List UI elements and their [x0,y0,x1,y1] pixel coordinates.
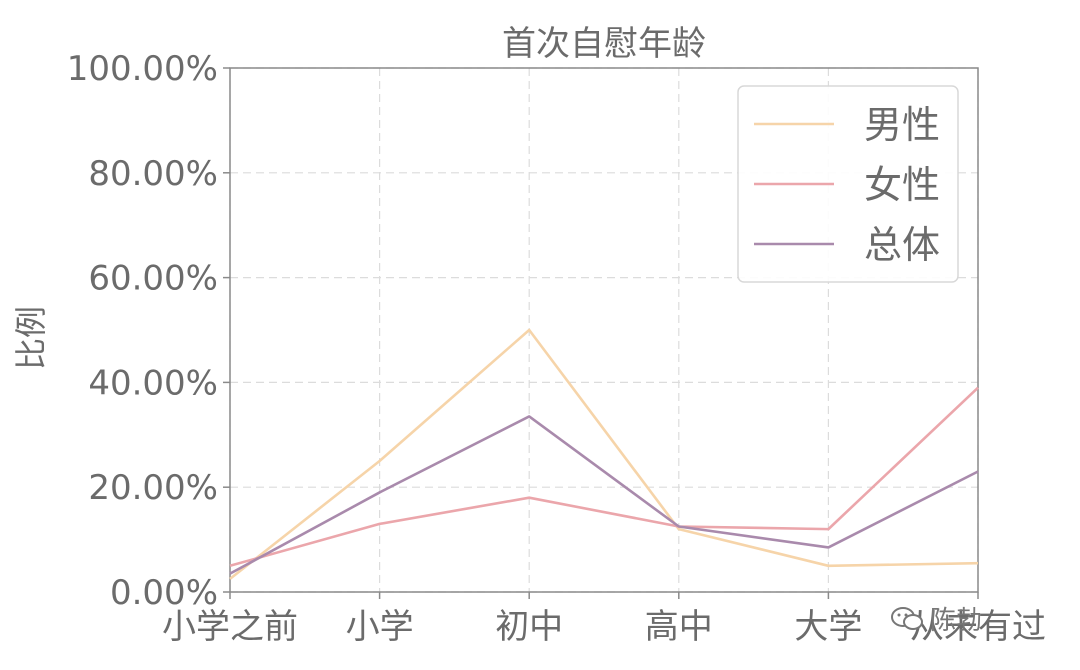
y-tick-label: 100.00% [67,49,218,89]
legend-label: 男性 [864,103,940,147]
y-tick-label: 60.00% [88,259,218,299]
series-line [229,386,979,568]
x-tick-label: 大学 [794,607,862,647]
x-tick-label: 小学 [346,607,414,647]
y-tick-label: 20.00% [88,468,218,508]
x-tick-label: 小学之前 [162,607,298,647]
chart-title: 首次自慰年龄 [502,24,706,64]
y-tick-label: 80.00% [88,154,218,194]
wechat-icon [891,606,923,630]
x-tick-label: 高中 [645,607,713,647]
y-axis-label: 比例 [12,305,50,370]
y-tick-label: 0.00% [110,573,218,613]
plot-frame [229,67,979,593]
x-tick-label: 从未有过 [910,607,1046,647]
watermark-text: 陈勃 [930,606,983,636]
watermark: 陈勃 [890,600,982,637]
legend-label: 总体 [864,223,940,267]
series-line [229,415,979,575]
legend-label: 女性 [864,163,940,207]
legend-box [737,85,959,283]
series-line [229,328,979,580]
x-tick-label: 初中 [495,607,563,647]
y-tick-label: 40.00% [88,363,218,403]
